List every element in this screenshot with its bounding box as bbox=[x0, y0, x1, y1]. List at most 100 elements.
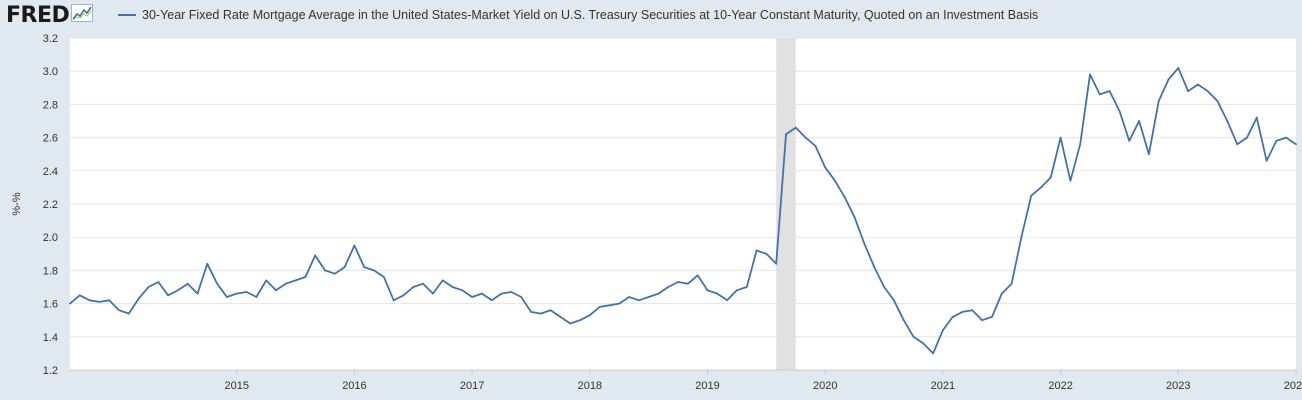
data-point bbox=[157, 281, 160, 283]
x-tick-label: 2019 bbox=[695, 380, 719, 392]
data-point bbox=[539, 312, 542, 315]
data-point bbox=[804, 136, 807, 139]
data-point bbox=[775, 262, 778, 265]
data-point bbox=[628, 296, 630, 298]
data-point bbox=[696, 274, 699, 277]
data-point bbox=[265, 279, 268, 282]
data-point bbox=[794, 126, 797, 129]
data-point bbox=[647, 296, 650, 298]
data-point bbox=[971, 309, 974, 312]
x-tick-label: 2016 bbox=[342, 380, 366, 392]
data-point bbox=[814, 145, 817, 147]
data-point bbox=[363, 266, 366, 268]
y-tick-label: 2.4 bbox=[43, 166, 58, 178]
data-point bbox=[706, 289, 709, 292]
data-point bbox=[78, 294, 81, 297]
data-point bbox=[853, 216, 856, 219]
x-tick-label: 2023 bbox=[1166, 380, 1190, 392]
data-point bbox=[1216, 100, 1219, 102]
data-point bbox=[255, 296, 258, 298]
data-point bbox=[490, 299, 493, 302]
data-point bbox=[353, 244, 356, 247]
data-point bbox=[569, 322, 572, 325]
data-point bbox=[1206, 90, 1209, 93]
data-point bbox=[216, 282, 219, 285]
data-point bbox=[520, 296, 523, 298]
data-point bbox=[1020, 236, 1023, 239]
x-tick-label: 2021 bbox=[931, 380, 955, 392]
data-point bbox=[98, 301, 101, 303]
data-point bbox=[1138, 120, 1140, 122]
data-point bbox=[981, 319, 984, 322]
data-point bbox=[873, 266, 876, 268]
data-point bbox=[1030, 194, 1033, 197]
data-point bbox=[333, 272, 336, 275]
data-point bbox=[1128, 140, 1131, 142]
data-point bbox=[1157, 100, 1160, 102]
y-axis-label: %-% bbox=[11, 192, 23, 215]
data-point bbox=[1049, 176, 1052, 179]
data-point bbox=[461, 289, 464, 292]
data-point bbox=[1246, 136, 1248, 139]
data-point bbox=[196, 292, 199, 295]
legend-label: 30-Year Fixed Rate Mortgage Average in t… bbox=[142, 8, 1039, 22]
data-point bbox=[304, 276, 307, 278]
data-point bbox=[932, 352, 935, 355]
data-point bbox=[745, 286, 748, 288]
data-point bbox=[1059, 136, 1062, 139]
chart-legend[interactable]: 30-Year Fixed Rate Mortgage Average in t… bbox=[118, 8, 1038, 22]
data-point bbox=[402, 294, 405, 297]
fred-logo[interactable]: FRED bbox=[6, 3, 94, 28]
y-tick-label: 2.2 bbox=[43, 199, 58, 211]
x-tick-label: 2018 bbox=[578, 380, 602, 392]
y-tick-label: 1.8 bbox=[43, 265, 58, 277]
data-point bbox=[206, 262, 209, 265]
data-point bbox=[471, 296, 474, 298]
data-point bbox=[88, 299, 91, 302]
data-point bbox=[843, 196, 846, 199]
data-point bbox=[284, 282, 287, 285]
data-point bbox=[510, 291, 513, 293]
data-point bbox=[441, 279, 444, 282]
data-point bbox=[294, 279, 297, 282]
data-point bbox=[1177, 66, 1180, 69]
data-point bbox=[883, 286, 885, 288]
data-point bbox=[1108, 90, 1111, 93]
data-point bbox=[912, 335, 915, 338]
data-point bbox=[559, 315, 562, 318]
data-point bbox=[235, 292, 238, 295]
data-point bbox=[451, 286, 454, 288]
data-point bbox=[176, 289, 179, 292]
data-point bbox=[726, 299, 729, 302]
data-point bbox=[1265, 159, 1268, 162]
data-point bbox=[922, 342, 925, 345]
data-point bbox=[1069, 179, 1072, 182]
data-point bbox=[1098, 93, 1101, 96]
y-tick-label: 2.8 bbox=[43, 99, 58, 111]
data-point bbox=[1226, 120, 1229, 122]
data-point bbox=[69, 302, 71, 305]
data-point bbox=[343, 266, 346, 268]
data-point bbox=[530, 311, 532, 313]
data-point bbox=[314, 254, 317, 257]
recession-shade bbox=[776, 38, 796, 370]
data-point bbox=[431, 292, 434, 295]
data-point bbox=[1167, 78, 1170, 81]
data-point bbox=[481, 292, 483, 295]
x-tick-label: 2024 bbox=[1284, 380, 1302, 392]
data-point bbox=[1000, 292, 1003, 295]
data-point bbox=[382, 276, 385, 278]
data-point bbox=[1147, 153, 1150, 156]
data-point bbox=[755, 249, 758, 252]
data-point bbox=[961, 311, 964, 313]
data-point bbox=[127, 312, 130, 315]
data-point bbox=[226, 296, 228, 298]
header: FRED 30-Year Fixed Rate Mortgage Average… bbox=[0, 0, 1302, 32]
data-point bbox=[1040, 186, 1042, 189]
x-tick-label: 2020 bbox=[813, 380, 837, 392]
data-point bbox=[1197, 83, 1199, 86]
data-point bbox=[1118, 110, 1121, 112]
chart-line-icon bbox=[71, 4, 94, 27]
data-point bbox=[1285, 136, 1288, 139]
data-point bbox=[1010, 282, 1013, 285]
